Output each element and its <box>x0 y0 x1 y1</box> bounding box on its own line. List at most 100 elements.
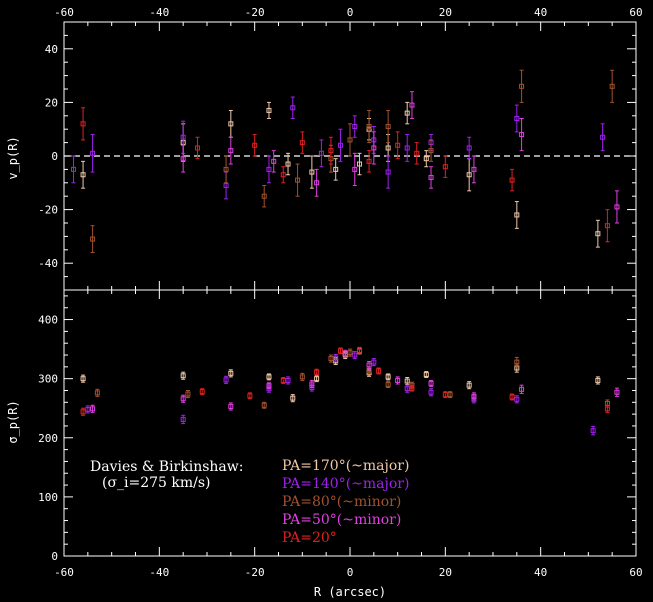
top-data-point <box>514 104 520 133</box>
data-marker <box>519 83 525 89</box>
bottom-x-tick-label: 40 <box>534 566 547 579</box>
top-data-point <box>314 168 320 197</box>
bottom-data-point <box>290 394 296 403</box>
data-marker <box>385 374 391 380</box>
data-marker <box>404 378 410 384</box>
bottom-data-point <box>337 347 343 355</box>
data-marker <box>314 376 320 382</box>
data-marker <box>595 377 601 383</box>
bottom-data-point <box>309 379 315 389</box>
top-data-point <box>290 96 296 119</box>
bottom-data-point <box>342 349 348 358</box>
data-marker <box>314 180 320 186</box>
data-marker <box>80 121 86 127</box>
x-axis-label: R (arcsec) <box>314 585 386 599</box>
top-data-point <box>371 131 377 165</box>
data-marker <box>357 161 363 167</box>
bottom-data-point <box>333 353 339 363</box>
data-marker <box>428 174 434 180</box>
data-marker <box>385 169 391 175</box>
top-data-point <box>228 136 234 165</box>
bottom-y-tick-label: 200 <box>38 432 58 445</box>
data-marker <box>466 145 472 151</box>
data-marker <box>519 386 525 392</box>
bottom-data-point <box>314 375 320 383</box>
data-marker <box>595 231 601 237</box>
top-data-point <box>414 142 420 165</box>
data-marker <box>290 105 296 111</box>
bottom-data-point <box>371 358 377 367</box>
top-data-point <box>509 168 515 192</box>
top-y-tick-label: 20 <box>45 96 58 109</box>
legend-entry: PA=20° <box>282 530 337 546</box>
bottom-data-point <box>447 391 453 399</box>
data-marker <box>80 376 86 382</box>
data-marker <box>442 164 448 170</box>
data-marker <box>199 389 205 395</box>
data-marker <box>604 406 610 412</box>
data-marker <box>352 352 358 358</box>
data-marker <box>514 115 520 121</box>
bottom-data-point <box>519 384 525 394</box>
top-series-4 <box>80 107 610 243</box>
bottom-data-point <box>90 404 96 413</box>
top-x-tick-label: 40 <box>534 6 547 19</box>
bottom-data-point <box>199 388 205 396</box>
top-y-tick-label: 0 <box>51 150 58 163</box>
data-marker <box>590 428 596 434</box>
top-data-point <box>514 201 520 229</box>
top-x-tick-label: 60 <box>629 6 642 19</box>
bottom-x-tick-label: -60 <box>54 566 74 579</box>
data-marker <box>423 372 429 378</box>
data-marker <box>333 166 339 172</box>
data-marker <box>299 374 305 380</box>
top-series-1 <box>71 96 606 200</box>
top-data-point <box>280 166 286 184</box>
data-marker <box>180 416 186 422</box>
data-marker <box>252 142 258 148</box>
data-marker <box>328 356 334 362</box>
annotation-line-0: Davies & Birkinshaw: <box>90 459 243 475</box>
data-marker <box>228 403 234 409</box>
data-marker <box>404 145 410 151</box>
bottom-data-point <box>228 402 234 411</box>
top-data-point <box>223 155 229 184</box>
top-data-point <box>385 109 391 144</box>
data-marker <box>261 402 267 408</box>
top-data-point <box>80 160 86 189</box>
data-marker <box>71 166 77 172</box>
data-marker <box>299 140 305 146</box>
top-data-point <box>428 139 434 162</box>
data-marker <box>223 377 229 383</box>
data-marker <box>442 392 448 398</box>
top-data-point <box>385 155 391 189</box>
data-marker <box>357 347 363 353</box>
data-marker <box>509 394 515 400</box>
bottom-data-point <box>347 348 353 357</box>
data-marker <box>428 380 434 386</box>
top-data-point <box>299 131 305 154</box>
top-data-point <box>347 123 353 157</box>
data-marker <box>337 142 343 148</box>
bottom-y-tick-label: 400 <box>38 314 58 327</box>
top-data-point <box>80 107 86 141</box>
data-marker <box>185 391 191 397</box>
bottom-data-point <box>299 372 305 381</box>
top-data-point <box>423 150 429 168</box>
bottom-data-point <box>180 371 186 380</box>
bottom-data-point <box>280 376 286 384</box>
bottom-data-point <box>466 381 472 390</box>
bottom-data-point <box>395 376 401 385</box>
data-marker <box>409 385 415 391</box>
top-data-point <box>466 136 472 160</box>
bottom-data-point <box>80 374 86 383</box>
legend-entry: PA=170°(~major) <box>282 458 409 474</box>
legend-entry: PA=50°(~minor) <box>282 512 401 528</box>
data-marker <box>352 166 358 172</box>
top-data-point <box>252 134 258 157</box>
bottom-data-point <box>328 354 334 363</box>
bottom-data-point <box>471 392 477 401</box>
top-series-3 <box>180 91 620 224</box>
bottom-data-point <box>366 361 372 370</box>
